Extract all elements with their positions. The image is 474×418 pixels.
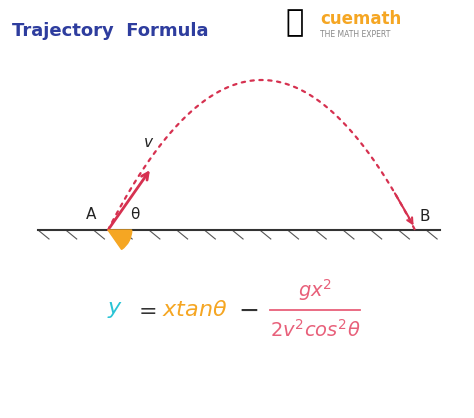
Text: $gx^2$: $gx^2$ (298, 277, 332, 303)
Text: cuemath: cuemath (320, 10, 401, 28)
Text: B: B (420, 209, 430, 224)
Text: 🚀: 🚀 (285, 8, 303, 37)
Text: $y$: $y$ (107, 300, 123, 320)
Text: A: A (86, 207, 96, 222)
Text: v: v (144, 135, 153, 150)
Text: $2v^2cos^2\theta$: $2v^2cos^2\theta$ (270, 319, 360, 341)
Wedge shape (108, 230, 132, 250)
Text: $=$: $=$ (134, 300, 156, 320)
Text: Trajectory  Formula: Trajectory Formula (12, 22, 209, 40)
Text: θ: θ (130, 207, 139, 222)
Text: $xtan\theta$: $xtan\theta$ (162, 300, 228, 320)
Text: $-$: $-$ (238, 298, 258, 322)
Text: THE MATH EXPERT: THE MATH EXPERT (320, 30, 391, 39)
